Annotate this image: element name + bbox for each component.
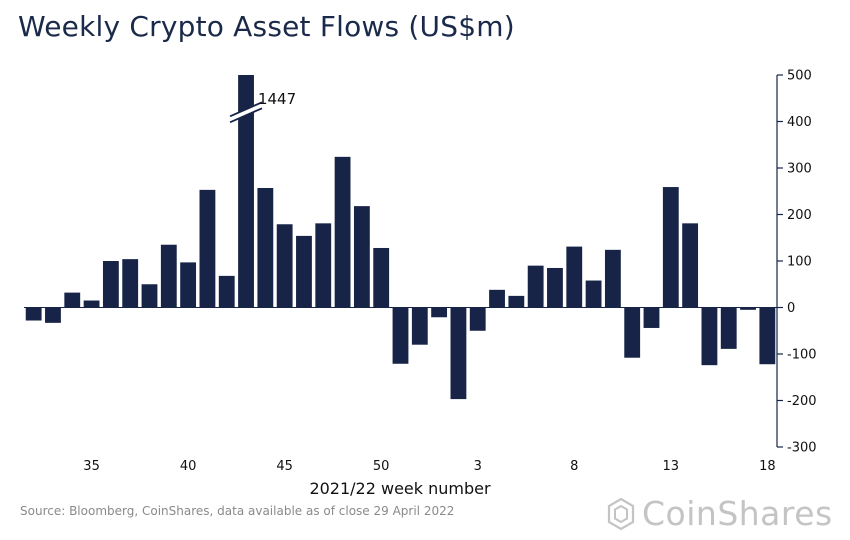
axis-break-line	[229, 107, 263, 124]
bar-week-10	[604, 249, 621, 308]
bar-week-46	[296, 235, 312, 308]
x-tick-label: 50	[373, 459, 390, 474]
y-tick-label: 500	[787, 69, 812, 84]
bar-week-5	[508, 295, 525, 308]
bar-week-3	[469, 307, 486, 331]
bar-week-32	[25, 307, 42, 321]
bar-week-50	[373, 247, 390, 308]
y-tick-label: 300	[787, 162, 812, 177]
bar-week-51	[392, 307, 409, 364]
bar-week-35	[83, 300, 100, 308]
bar-week-8	[566, 246, 583, 308]
chart-title: Weekly Crypto Asset Flows (US$m)	[18, 10, 515, 43]
bar-week-37	[122, 259, 139, 308]
x-tick-label: 45	[276, 459, 293, 474]
x-tick-label: 18	[759, 459, 776, 474]
bar-week-13	[662, 187, 679, 308]
y-axis: -300 -200 -100 0 100 200 300 400 500	[776, 69, 817, 456]
bar-week-14	[682, 223, 699, 308]
x-tick-label: 35	[83, 459, 100, 474]
bar-week-42	[218, 275, 235, 308]
bar-week-6	[527, 265, 544, 308]
bar-week-48	[334, 156, 351, 308]
bar-week-40	[180, 262, 197, 308]
bar-week-34	[64, 292, 81, 308]
y-tick-label: -200	[787, 394, 817, 409]
bar-week-18	[759, 307, 776, 365]
x-tick-label: 13	[663, 459, 680, 474]
x-axis-label: 2021/22 week number	[309, 479, 491, 498]
bar-week-11	[624, 307, 641, 358]
bar-week-9	[585, 280, 602, 308]
bar-week-2	[450, 307, 467, 400]
x-tick-label: 40	[180, 459, 197, 474]
coinshares-logo: CoinShares	[606, 494, 833, 533]
bar-week-7	[547, 267, 563, 308]
data-label: 1447	[258, 90, 296, 108]
bar-week-41	[199, 189, 216, 308]
coinshares-logo-icon	[607, 497, 635, 530]
bar-week-49	[353, 206, 370, 308]
x-tick-label: 8	[570, 459, 578, 474]
bar-week-52	[411, 307, 428, 345]
y-tick-label: -300	[787, 441, 817, 456]
bar-week-1	[431, 307, 448, 318]
bar-week-15	[701, 307, 718, 366]
bar-week-43	[238, 75, 254, 308]
bars-group: 1447	[25, 75, 776, 400]
bar-week-47	[315, 223, 332, 308]
y-tick-label: 400	[787, 115, 812, 130]
bar-week-4	[489, 289, 505, 308]
axis-break-mark	[230, 102, 262, 122]
bar-week-33	[45, 307, 61, 323]
y-tick-label: -100	[787, 348, 817, 363]
x-tick-label: 3	[474, 459, 482, 474]
source-note: Source: Bloomberg, CoinShares, data avai…	[20, 504, 455, 518]
logo-text: CoinShares	[642, 494, 833, 533]
bar-week-45	[276, 224, 293, 308]
bar-week-44	[257, 188, 274, 308]
bar-week-38	[141, 284, 158, 308]
bar-week-39	[160, 244, 177, 308]
bar-week-16	[720, 307, 737, 349]
y-tick-label: 200	[787, 208, 812, 223]
axis-break-line	[229, 101, 263, 118]
y-tick-label: 100	[787, 255, 812, 270]
bar-week-36	[102, 261, 119, 308]
x-axis: 35 40 45 50 3 8 13 18	[24, 307, 777, 474]
y-tick-label: 0	[787, 301, 795, 316]
bar-week-17	[740, 307, 756, 310]
bar-week-12	[643, 307, 660, 328]
